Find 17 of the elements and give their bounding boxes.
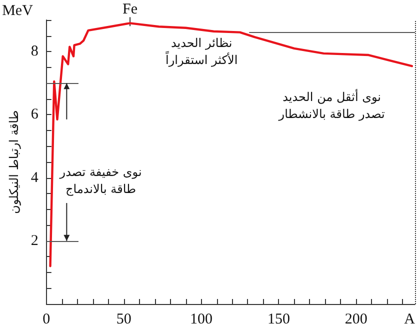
annotation: نظائر الحديد الأكثر استقراراً: [165, 36, 238, 67]
line-series: [49, 22, 414, 268]
y-tick-label: 2: [30, 232, 38, 249]
y-tick-label: 8: [30, 44, 38, 60]
x-axis-title: A: [404, 312, 416, 327]
y-axis-title: طاقة ارتباط النيكلون: [7, 110, 21, 214]
x-tick-label: 50: [116, 312, 132, 327]
annotation: نوى أثقل من الحديد تصدر طاقة بالانشطار: [278, 88, 385, 121]
x-tick-label: 0: [42, 312, 50, 327]
x-tick-label: 200: [344, 312, 368, 327]
y-tick-label: 4: [30, 170, 39, 186]
x-tick-label: 150: [267, 312, 290, 327]
annotation: Fe: [122, 2, 138, 18]
text: MeV: [2, 3, 34, 20]
y-tick-label: 6: [30, 106, 39, 123]
annotation: نوى خفيفة تصدر طاقة بالاندماج: [58, 165, 142, 196]
x-tick-label: 100: [190, 312, 213, 327]
